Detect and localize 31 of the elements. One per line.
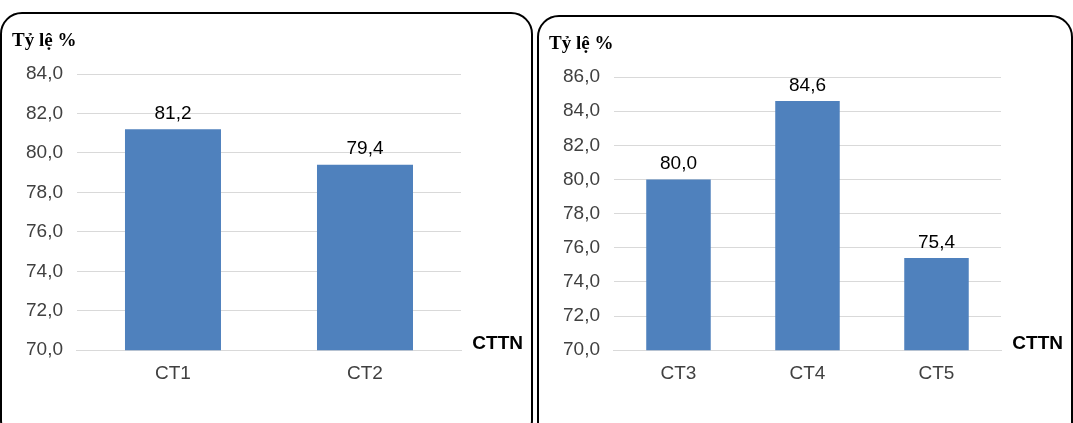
y-tick-label: 72,0 <box>563 304 600 326</box>
x-tick-label: CT3 <box>660 361 697 383</box>
x-axis-title: CTTN <box>472 332 523 354</box>
y-axis-title: Tỷ lệ % <box>12 29 77 51</box>
y-tick-label: 76,0 <box>26 220 63 242</box>
y-tick-label: 80,0 <box>563 167 600 189</box>
x-axis-title: CTTN <box>1012 332 1063 354</box>
y-tick-label: 84,0 <box>563 99 600 121</box>
y-tick-label: 82,0 <box>563 133 600 155</box>
y-tick-label: 84,0 <box>26 62 63 84</box>
x-tick-label: CT5 <box>918 361 955 383</box>
y-tick-label: 74,0 <box>26 259 63 281</box>
y-tick-label: 74,0 <box>563 270 600 292</box>
data-label: 75,4 <box>918 230 956 252</box>
data-label: 81,2 <box>154 101 192 123</box>
y-tick-label: 70,0 <box>563 338 600 360</box>
y-tick-label: 78,0 <box>26 180 63 202</box>
y-axis-title: Tỷ lệ % <box>549 32 614 54</box>
data-label: 84,6 <box>789 73 826 95</box>
x-tick-label: CT4 <box>789 361 826 383</box>
y-tick-label: 82,0 <box>26 101 63 123</box>
y-tick-label: 70,0 <box>26 338 63 360</box>
y-tick-label: 78,0 <box>563 201 600 223</box>
y-tick-label: 86,0 <box>563 65 600 87</box>
x-tick-label: CT2 <box>347 361 383 383</box>
y-tick-label: 80,0 <box>26 141 63 163</box>
data-label: 80,0 <box>659 152 697 174</box>
x-tick-label: CT1 <box>155 361 191 383</box>
y-tick-label: 72,0 <box>26 298 63 320</box>
y-tick-label: 76,0 <box>563 235 600 257</box>
data-label: 79,4 <box>346 137 384 159</box>
